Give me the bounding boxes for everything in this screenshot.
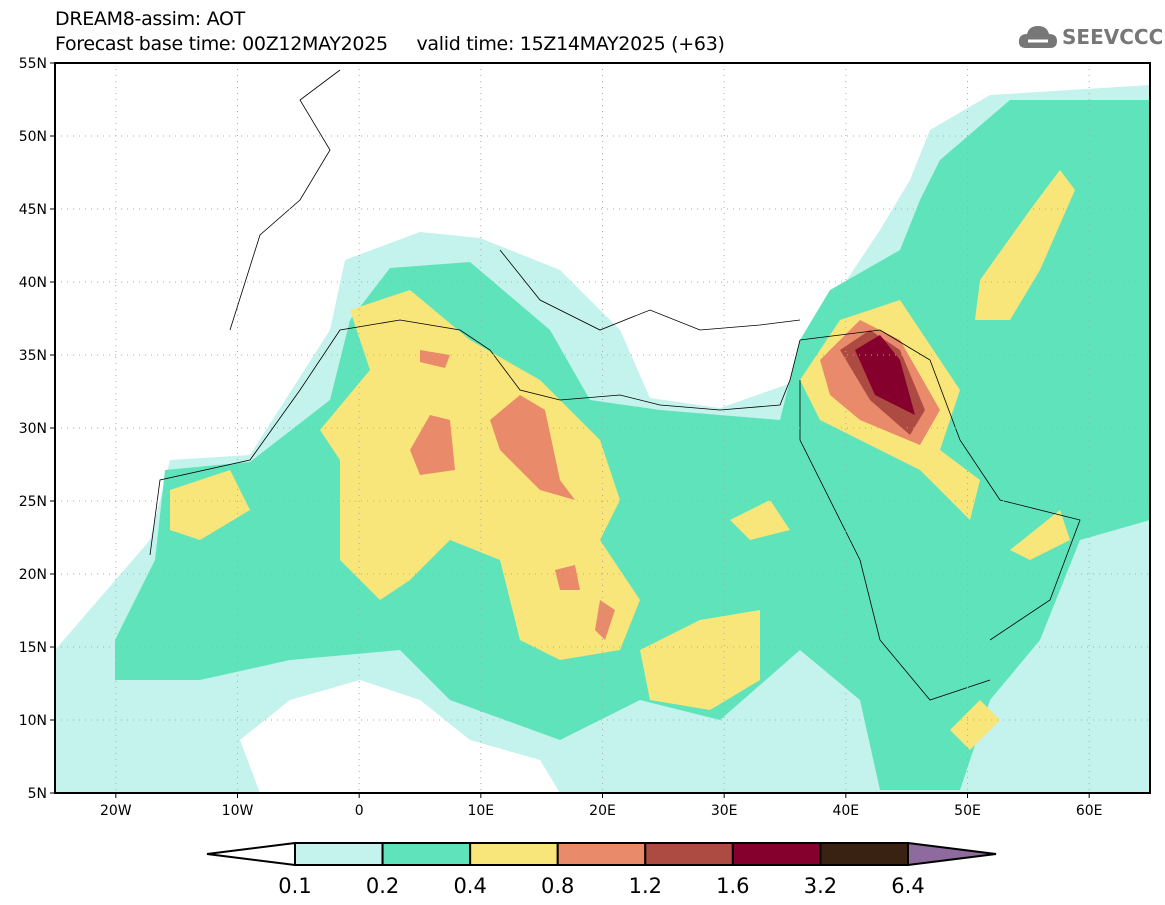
lat-label: 25N (19, 494, 47, 510)
aot-level-0.2 (115, 100, 1150, 790)
aot-gap (240, 680, 560, 793)
lat-label: 45N (19, 202, 47, 218)
colorbar-label: 0.8 (541, 874, 574, 898)
lon-label: 60E (1076, 803, 1103, 819)
colorbar-swatch (294, 842, 384, 866)
aot-level-0.4 (170, 170, 1075, 750)
lon-label: 20E (589, 803, 616, 819)
colorbar-swatch (731, 842, 822, 866)
colorbar-above-triangle (907, 841, 997, 867)
axis-ticks: 55N 50N 45N 40N 35N 30N 25N 20N 15N 10N 5N 20W 10W 0 1… (19, 56, 1103, 819)
lon-label: 50E (954, 803, 981, 819)
lon-label: 30E (711, 803, 738, 819)
seevccc-logo: SEEVCCC (1018, 24, 1163, 50)
aot-level-1.6 (855, 335, 915, 415)
colorbar-label: 0.4 (453, 874, 486, 898)
colorbar-label: 3.2 (804, 874, 837, 898)
colorbar-label: 0.1 (278, 874, 311, 898)
lon-label: 10W (222, 803, 254, 819)
grid-lines (55, 63, 1150, 793)
colorbar: 0.1 0.2 0.4 0.8 1.2 1.6 3.2 6.4 (206, 841, 997, 898)
map-title: DREAM8-assim: AOT (55, 8, 245, 30)
colorbar-label: 6.4 (891, 874, 924, 898)
colorbar-swatch (819, 842, 910, 866)
lon-label: 0 (355, 803, 364, 819)
lon-label: 20W (100, 803, 132, 819)
lat-label: 10N (19, 713, 47, 729)
colorbar-swatch (644, 842, 734, 866)
forecast-times: Forecast base time: 00Z12MAY2025 valid t… (55, 33, 725, 55)
lat-label: 5N (28, 786, 47, 802)
colorbar-label: 1.2 (629, 874, 662, 898)
cloud-icon (1018, 26, 1057, 48)
lat-label: 30N (19, 421, 47, 437)
colorbar-label: 0.2 (366, 874, 399, 898)
aot-field (55, 69, 1150, 793)
lat-label: 40N (19, 275, 47, 291)
lat-label: 20N (19, 567, 47, 583)
coastlines (149, 69, 1081, 701)
lat-label: 35N (19, 348, 47, 364)
lat-label: 15N (19, 640, 47, 656)
colorbar-swatch (556, 842, 647, 866)
lat-label: 50N (19, 129, 47, 145)
lon-label: 40E (832, 803, 859, 819)
logo-text: SEEVCCC (1062, 25, 1164, 49)
colorbar-label: 1.6 (716, 874, 749, 898)
colorbar-below-triangle (206, 841, 296, 867)
lat-label: 55N (19, 56, 47, 72)
lon-label: 10E (467, 803, 494, 819)
colorbar-swatch (469, 842, 559, 866)
colorbar-swatch (381, 842, 472, 866)
